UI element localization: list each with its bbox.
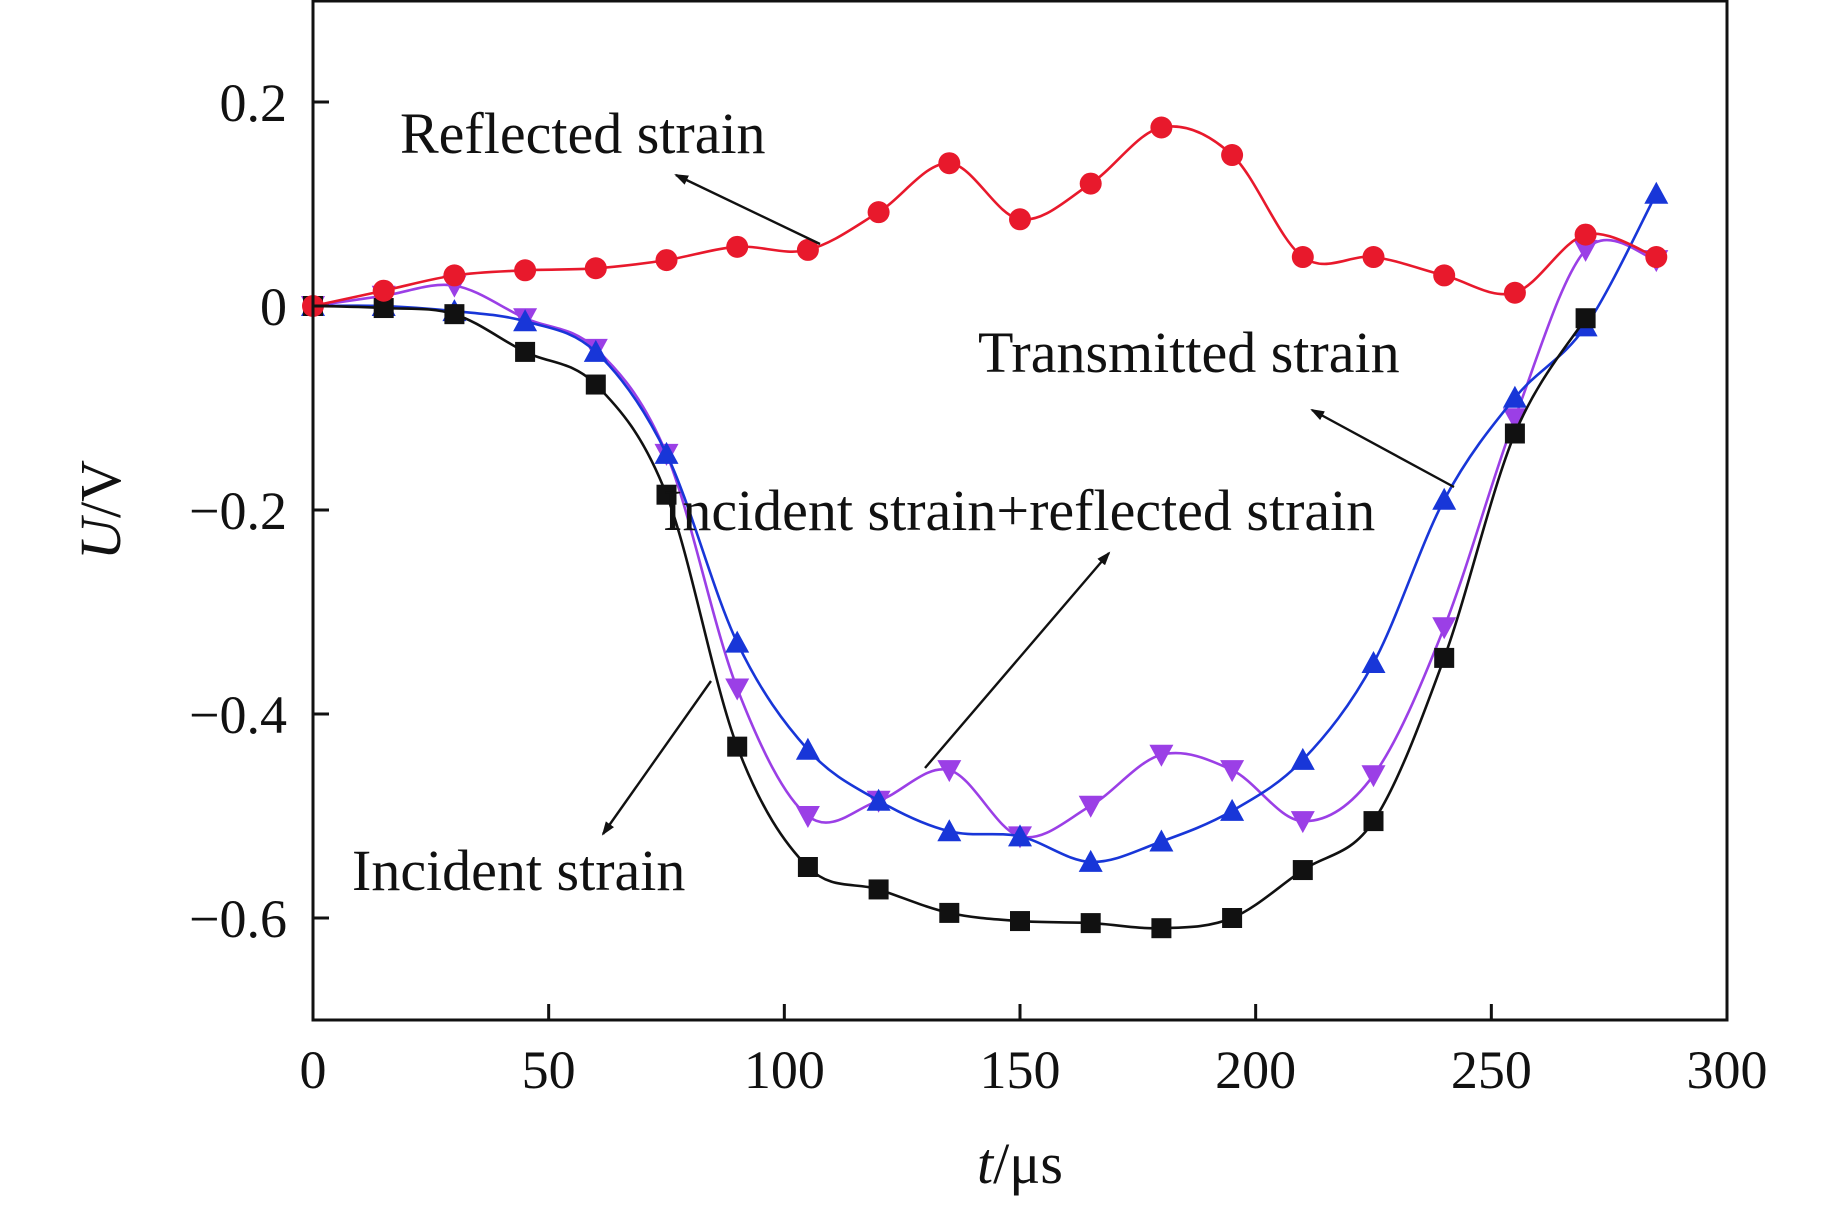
y-tick-label: −0.4 [189, 685, 287, 745]
data-point-incident-strain [444, 304, 465, 325]
data-point-reflected-strain [1009, 208, 1031, 231]
data-point-incident-strain [868, 879, 889, 900]
data-point-incident-strain-reflected-strain [1149, 744, 1174, 767]
data-point-reflected-strain [1645, 246, 1668, 269]
data-point-incident-strain [1080, 913, 1101, 934]
data-point-transmitted-strain [1078, 849, 1103, 872]
data-point-reflected-strain [796, 238, 819, 261]
y-tick-label: −0.6 [189, 889, 287, 949]
y-axis-unit: /V [68, 460, 133, 518]
data-point-reflected-strain [372, 279, 395, 302]
data-point-reflected-strain [1291, 246, 1314, 269]
data-point-incident-strain [1504, 423, 1525, 444]
series-line-incident-strain-reflected-strain [312, 238, 1657, 839]
data-point-incident-strain-reflected-strain [1432, 617, 1457, 640]
x-tick-label: 200 [1215, 1040, 1296, 1100]
data-point-reflected-strain [1221, 144, 1244, 167]
data-point-reflected-strain [1150, 116, 1173, 139]
data-point-incident-strain [1434, 647, 1455, 668]
data-point-incident-strain [656, 484, 677, 505]
data-point-incident-strain [373, 298, 394, 319]
data-point-incident-strain [1222, 908, 1243, 928]
data-point-transmitted-strain [1361, 651, 1386, 673]
x-axis-unit: /μs [993, 1131, 1063, 1196]
data-point-reflected-strain [726, 235, 749, 258]
axis-ticks: 0 50 100 150 200 250 300 0.2 0 −0.2 −0.4 −0.6 [189, 73, 1767, 1100]
data-point-reflected-strain [1503, 281, 1526, 304]
data-point-transmitted-strain [1008, 824, 1032, 847]
annotation-arrow [924, 551, 1111, 769]
data-point-incident-strain [1151, 918, 1172, 939]
data-point-incident-strain [1292, 860, 1313, 881]
annotation-layer: Reflected strain Transmitted strain Incide… [352, 101, 1455, 903]
data-point-transmitted-strain [1432, 487, 1457, 510]
data-point-incident-strain-reflected-strain [795, 806, 820, 828]
data-point-incident-strain [1010, 911, 1030, 932]
data-point-transmitted-strain [1149, 829, 1174, 852]
data-point-transmitted-strain [654, 441, 679, 464]
series-line-transmitted-strain [312, 193, 1658, 864]
data-point-transmitted-strain [1502, 385, 1527, 408]
data-point-transmitted-strain [583, 339, 608, 362]
y-tick-label: −0.2 [189, 481, 287, 541]
data-point-reflected-strain [1574, 223, 1597, 246]
series-layer [301, 116, 1669, 939]
x-tick-label: 0 [300, 1040, 327, 1100]
annotation-arrow [1310, 408, 1455, 489]
y-tick-label: 0 [260, 277, 287, 337]
data-point-incident-strain-reflected-strain [725, 678, 750, 701]
x-tick-label: 300 [1687, 1040, 1768, 1100]
reflected-strain-label: Reflected strain [400, 101, 766, 166]
data-point-incident-strain [515, 341, 536, 362]
data-point-transmitted-strain [1644, 181, 1669, 204]
x-axis-variable: t [977, 1131, 995, 1196]
data-point-transmitted-strain [725, 630, 750, 653]
data-point-reflected-strain [1362, 246, 1385, 269]
data-point-incident-strain-reflected-strain [1502, 408, 1527, 431]
data-point-reflected-strain [584, 257, 607, 280]
data-point-incident-strain-reflected-strain [1220, 760, 1245, 783]
data-point-reflected-strain [443, 264, 466, 287]
data-point-reflected-strain [1433, 264, 1456, 287]
data-point-transmitted-strain [513, 309, 538, 332]
y-axis-title: U/V [68, 460, 133, 560]
data-point-incident-strain [797, 857, 818, 877]
data-point-incident-strain [1575, 308, 1596, 329]
series-line-reflected-strain [312, 125, 1657, 308]
y-axis-variable: U [68, 514, 133, 560]
x-axis-title: t/μs [977, 1131, 1063, 1196]
data-point-transmitted-strain [866, 788, 891, 811]
data-point-transmitted-strain [937, 819, 962, 842]
data-point-incident-strain [1363, 811, 1384, 832]
data-point-incident-strain-reflected-strain [1290, 811, 1315, 834]
data-point-reflected-strain [514, 259, 537, 282]
data-point-incident-strain-reflected-strain [937, 760, 962, 783]
incident-plus-reflected-label: Incident strain+reflected strain [663, 478, 1375, 543]
data-point-incident-strain-reflected-strain [1361, 765, 1386, 788]
incident-strain-label: Incident strain [352, 838, 685, 903]
data-point-incident-strain [585, 374, 606, 395]
data-point-reflected-strain [867, 201, 890, 224]
annotation-arrow [601, 680, 712, 836]
data-point-transmitted-strain [1220, 798, 1245, 821]
x-tick-label: 100 [744, 1040, 825, 1100]
data-point-reflected-strain [1079, 172, 1102, 195]
transmitted-strain-label: Transmitted strain [978, 320, 1400, 385]
x-tick-label: 50 [522, 1040, 576, 1100]
data-point-reflected-strain [655, 249, 678, 272]
data-point-incident-strain [727, 736, 748, 757]
x-tick-label: 150 [980, 1040, 1061, 1100]
y-tick-label: 0.2 [220, 73, 288, 133]
annotation-arrow [674, 173, 821, 246]
data-point-incident-strain-reflected-strain [1573, 239, 1598, 262]
data-point-reflected-strain [938, 152, 961, 175]
data-point-incident-strain [939, 902, 960, 923]
data-point-transmitted-strain [1290, 747, 1315, 770]
data-point-incident-strain-reflected-strain [1078, 795, 1103, 818]
data-point-transmitted-strain [795, 737, 820, 760]
x-tick-label: 250 [1451, 1040, 1532, 1100]
